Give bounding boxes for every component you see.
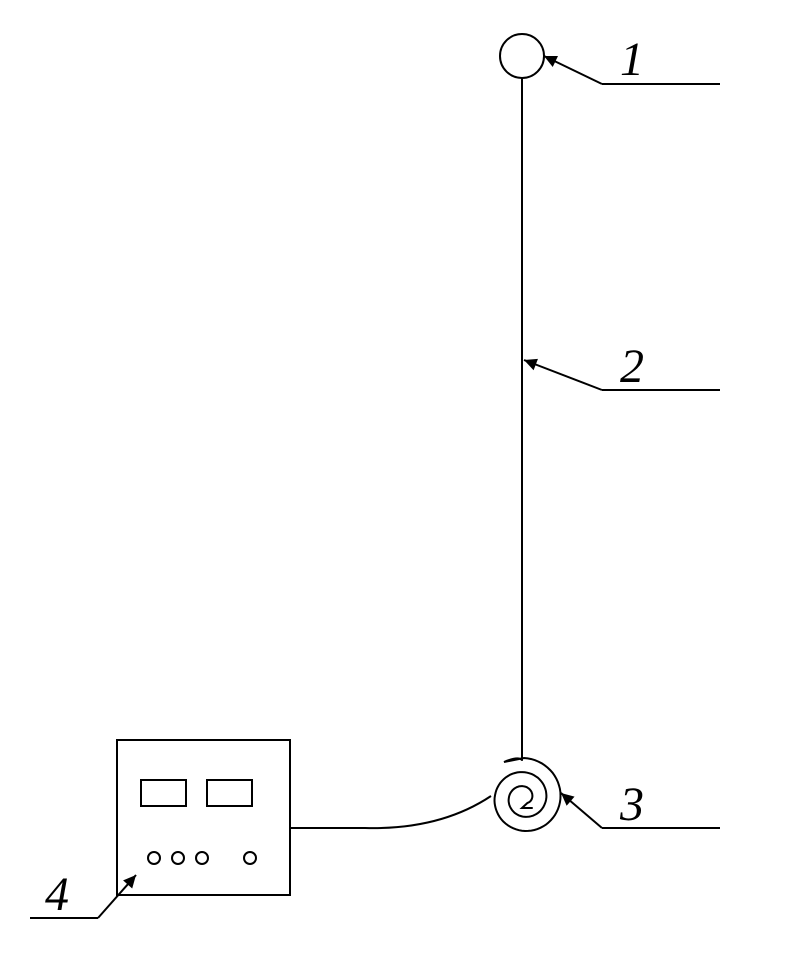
control-box-knob xyxy=(196,852,208,864)
control-box-knob xyxy=(148,852,160,864)
control-box-screen xyxy=(141,780,186,806)
label-2: 2 xyxy=(620,340,644,393)
top-circle xyxy=(500,34,544,78)
control-box-screen xyxy=(207,780,252,806)
control-box-frame xyxy=(117,740,290,895)
label-4: 4 xyxy=(45,868,69,921)
control-box-knob xyxy=(172,852,184,864)
control-box xyxy=(117,740,290,895)
label-1: 1 xyxy=(620,33,644,86)
spiral-coil xyxy=(495,758,561,831)
diagram-canvas: 1 2 3 4 xyxy=(0,0,808,980)
label-3: 3 xyxy=(619,778,644,831)
control-box-knob xyxy=(244,852,256,864)
spiral-to-box-wire xyxy=(290,796,491,828)
